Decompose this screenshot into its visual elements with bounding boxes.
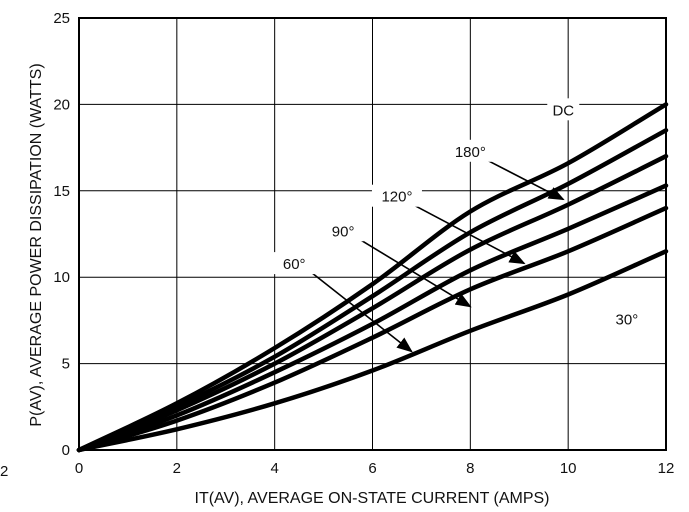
y-tick-label: 5 (62, 356, 70, 373)
annotation-arrow (487, 160, 565, 201)
series-line-4 (76, 205, 669, 453)
annotation-background (606, 307, 648, 330)
x-tick-label: 10 (560, 460, 577, 477)
y-tick-label: 20 (53, 96, 70, 113)
annotation-arrow (311, 272, 413, 353)
x-tick-labels: 0 2 4 6 8 10 12 (75, 460, 675, 477)
annotation-background (547, 98, 580, 121)
x-tick-label: 8 (466, 460, 474, 477)
annotation-background (273, 252, 315, 275)
annotation-label: DC (552, 102, 574, 119)
annotation-label: 30° (616, 311, 639, 328)
annotation-label: 120° (381, 189, 412, 206)
x-tick-label: 4 (270, 460, 278, 477)
y-tick-labels: 0 5 10 15 20 25 (53, 10, 70, 459)
series-line-0 (76, 102, 669, 453)
y-axis-label: P(AV), AVERAGE POWER DISSIPATION (WATTS) (28, 63, 45, 426)
y-tick-label: 15 (53, 183, 70, 200)
x-tick-label: 2 (173, 460, 181, 477)
annotation-label: 180° (455, 144, 486, 161)
x-tick-label: 6 (368, 460, 376, 477)
series-line-2 (76, 153, 669, 453)
grid (79, 18, 666, 450)
annotation-background (322, 219, 364, 242)
annotation-label: 60° (283, 256, 306, 273)
series-line-1 (76, 128, 669, 453)
annotations: DC 180° 120° 90° 60° 30° (273, 98, 648, 353)
series-lines (76, 102, 669, 453)
y-tick-label: 10 (53, 269, 70, 286)
plot-frame (78, 17, 667, 451)
x-tick-label: 0 (75, 460, 83, 477)
x-axis-label: IT(AV), AVERAGE ON-STATE CURRENT (AMPS) (195, 490, 550, 507)
annotation-background (445, 139, 496, 162)
annotation-arrow (360, 239, 472, 308)
annotation-background (371, 184, 422, 207)
y-tick-label: 25 (53, 10, 70, 27)
x-tick-label: 12 (658, 460, 675, 477)
series-line-3 (76, 183, 669, 453)
y-tick-label: 0 (62, 442, 70, 459)
edge-fragment-text: 2 (0, 463, 8, 480)
annotation-label: 90° (332, 223, 355, 240)
annotation-arrow (414, 205, 526, 265)
series-line-5 (76, 249, 669, 453)
